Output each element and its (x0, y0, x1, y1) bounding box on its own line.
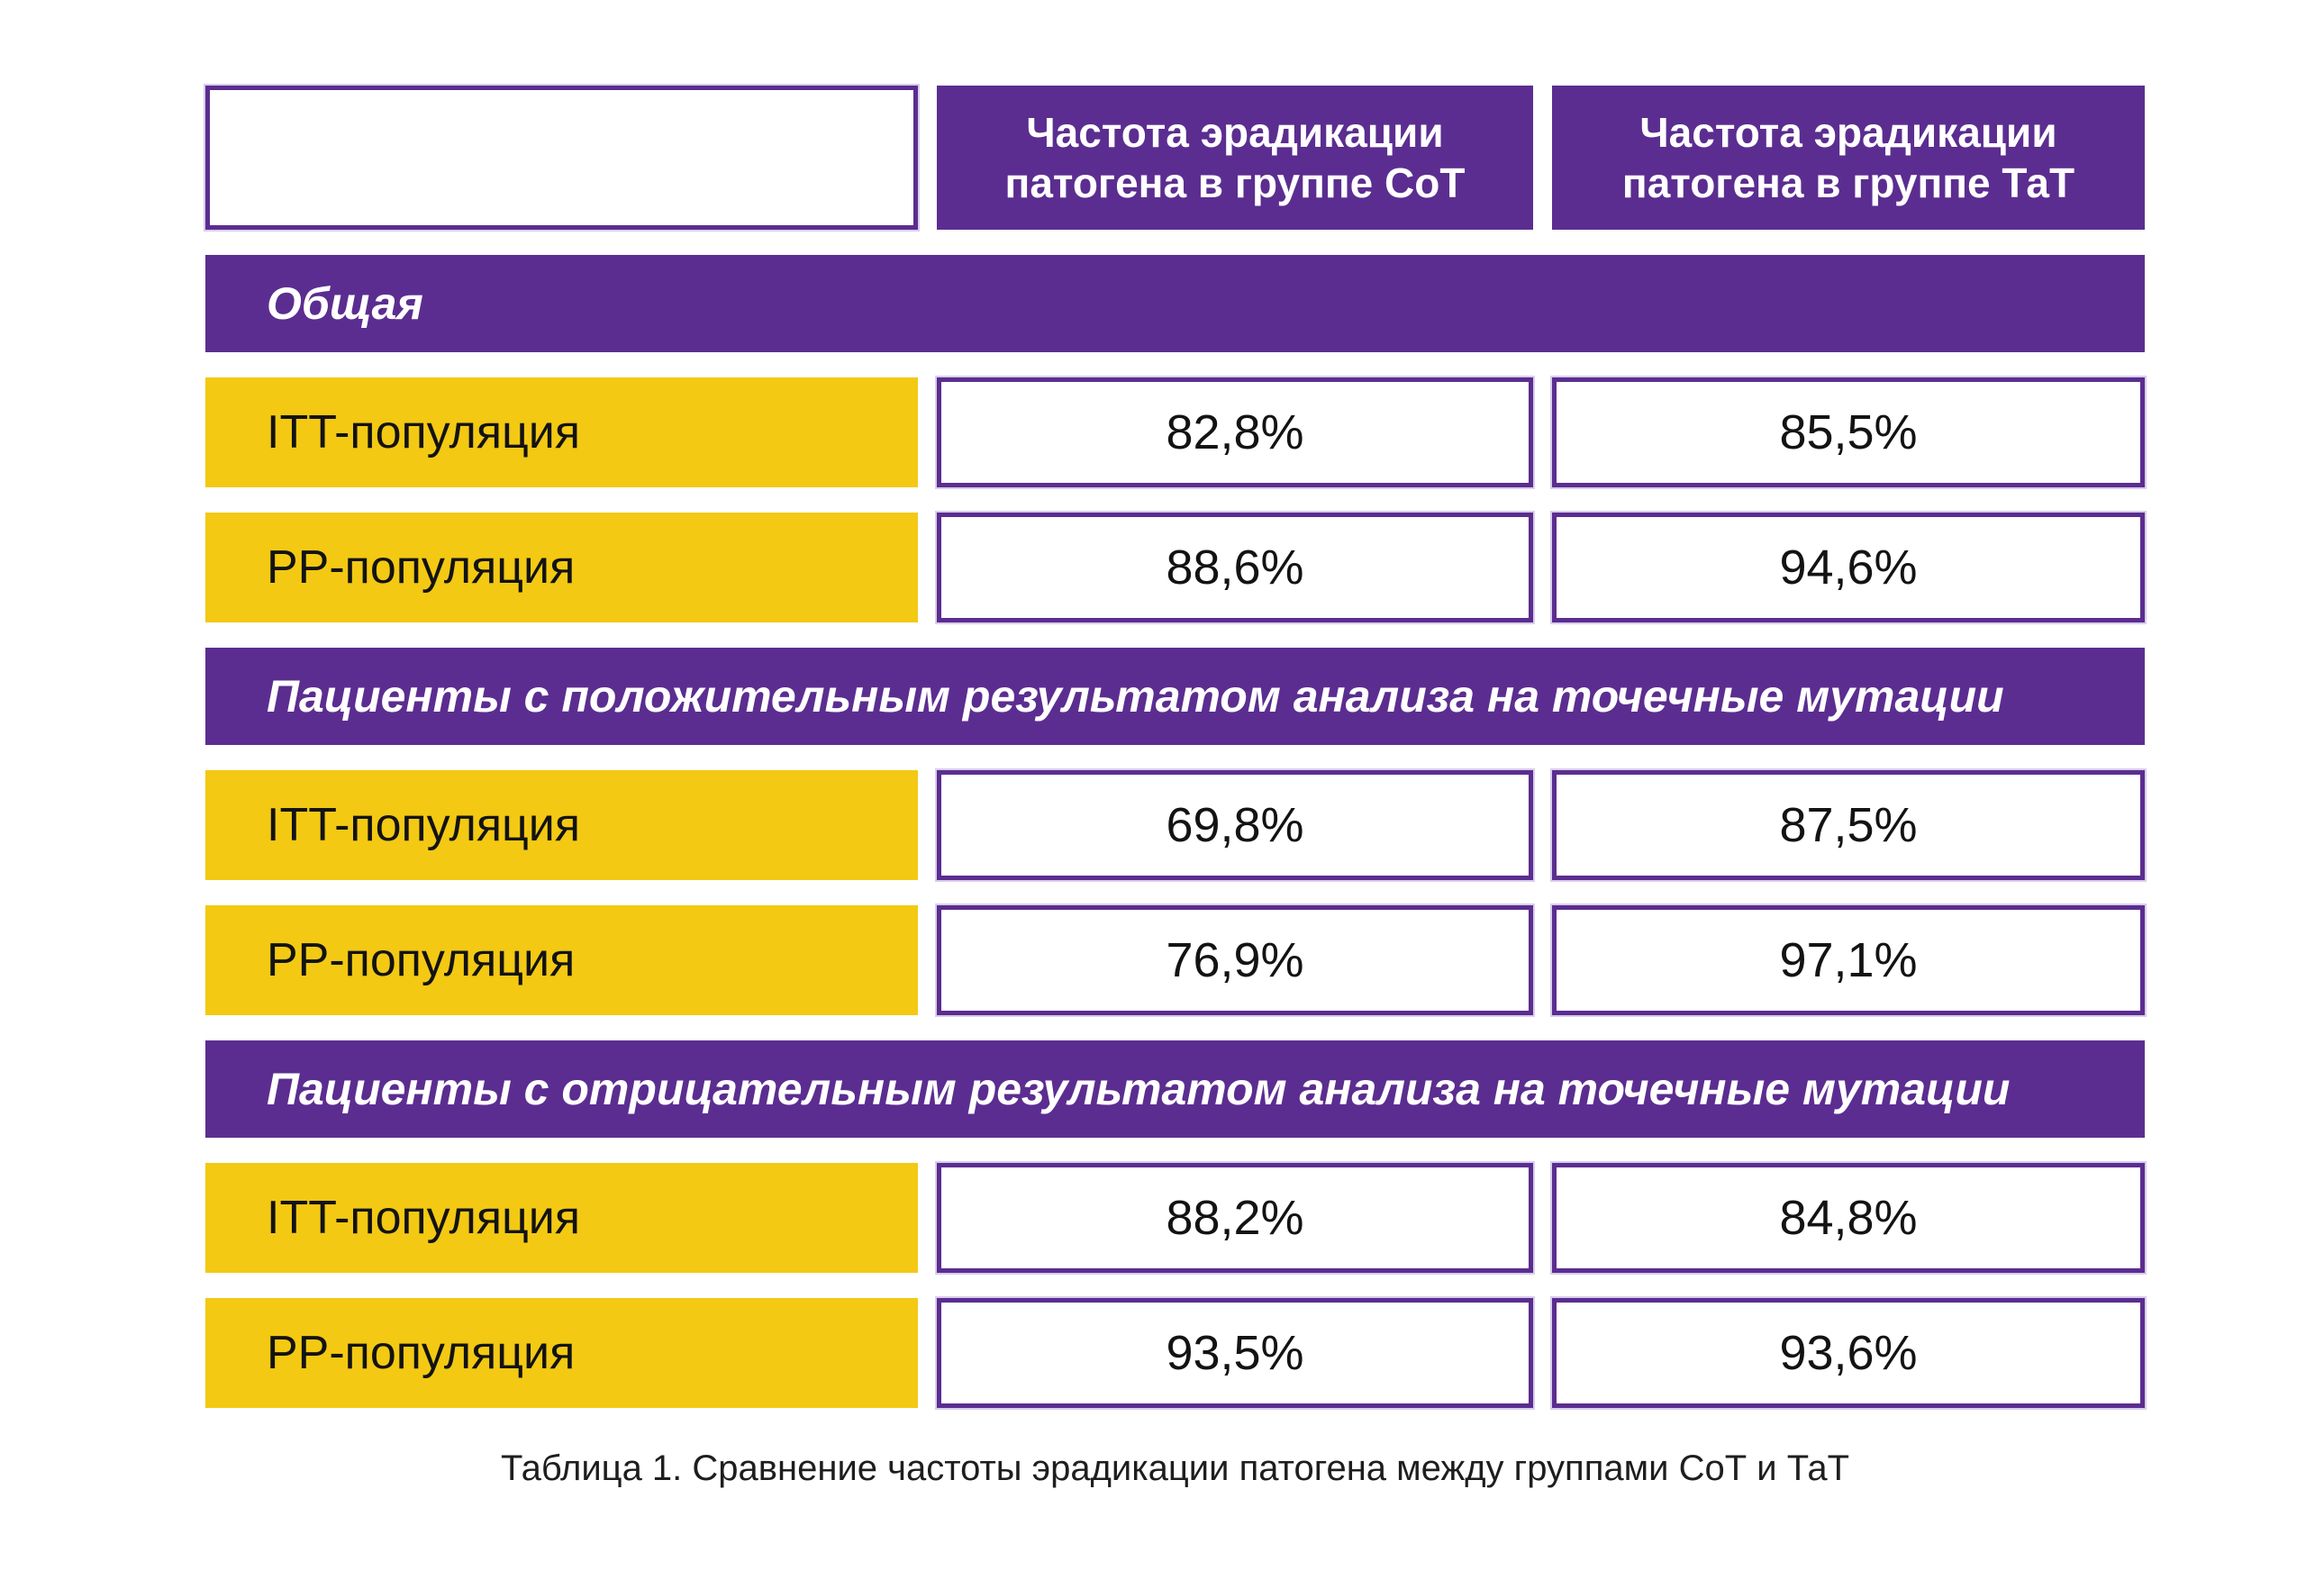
value-cot: 88,2% (937, 1163, 1533, 1273)
value-tat: 94,6% (1552, 513, 2145, 622)
corner-empty-cell (205, 86, 918, 230)
value-cot: 69,8% (937, 770, 1533, 880)
table-row: ITT-популяция 82,8% 85,5% (205, 377, 2145, 487)
table-caption: Таблица 1. Сравнение частоты эрадикации … (500, 1448, 1850, 1488)
table-row: PP-популяция 88,6% 94,6% (205, 513, 2145, 622)
table-row: ITT-популяция 88,2% 84,8% (205, 1163, 2145, 1273)
value-cot: 93,5% (937, 1298, 1533, 1408)
row-label-itt: ITT-популяция (205, 770, 918, 880)
row-label-itt: ITT-популяция (205, 1163, 918, 1273)
table-row: PP-популяция 93,5% 93,6% (205, 1298, 2145, 1408)
value-cot: 82,8% (937, 377, 1533, 487)
section-header-overall: Общая (205, 255, 2145, 352)
table: Частота эрадикации патогена в группе СоТ… (205, 86, 2145, 1408)
section-header-mutation-negative: Пациенты с отрицательным результатом ана… (205, 1040, 2145, 1138)
value-tat: 84,8% (1552, 1163, 2145, 1273)
column-header-tat: Частота эрадикации патогена в группе ТаТ (1552, 86, 2145, 230)
column-header-cot: Частота эрадикации патогена в группе СоТ (937, 86, 1533, 230)
value-cot: 76,9% (937, 905, 1533, 1015)
row-label-pp: PP-популяция (205, 905, 918, 1015)
table-row: ITT-популяция 69,8% 87,5% (205, 770, 2145, 880)
row-label-itt: ITT-популяция (205, 377, 918, 487)
value-tat: 93,6% (1552, 1298, 2145, 1408)
value-tat: 97,1% (1552, 905, 2145, 1015)
section-header-mutation-positive: Пациенты с положительным результатом ана… (205, 648, 2145, 745)
value-tat: 87,5% (1552, 770, 2145, 880)
table-row: PP-популяция 76,9% 97,1% (205, 905, 2145, 1015)
value-cot: 88,6% (937, 513, 1533, 622)
row-label-pp: PP-популяция (205, 1298, 918, 1408)
value-tat: 85,5% (1552, 377, 2145, 487)
row-label-pp: PP-популяция (205, 513, 918, 622)
table-header-row: Частота эрадикации патогена в группе СоТ… (205, 86, 2145, 230)
